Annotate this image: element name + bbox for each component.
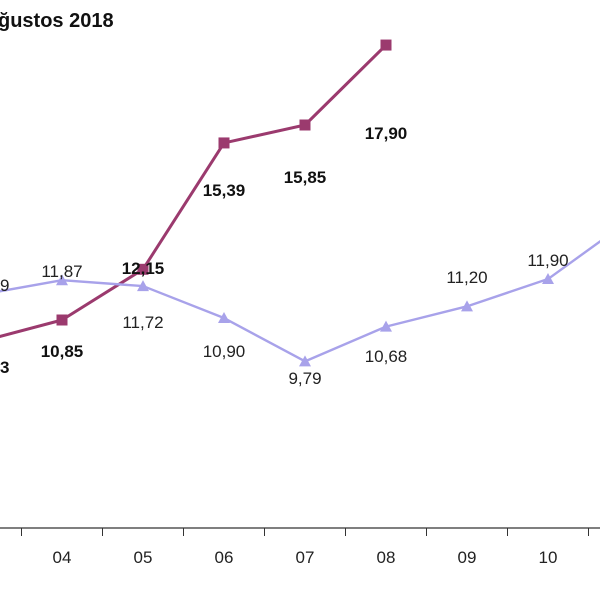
series-line bbox=[0, 43, 388, 338]
x-tick-label: 08 bbox=[377, 548, 396, 567]
x-tick-label: 06 bbox=[215, 548, 234, 567]
data-label: 10,68 bbox=[365, 347, 408, 366]
data-label: 9,79 bbox=[288, 369, 321, 388]
x-tick-label: 05 bbox=[134, 548, 153, 567]
series-line bbox=[0, 240, 600, 363]
x-tick-label: 09 bbox=[458, 548, 477, 567]
data-label: 11,72 bbox=[122, 313, 163, 332]
data-label: 15,85 bbox=[284, 168, 327, 187]
data-labels: 3 10,85 12,15 15,39 15,85 17,90 9 11,87 11,72 10,… bbox=[0, 124, 569, 388]
data-point-square bbox=[56, 314, 68, 326]
data-label: 11,87 bbox=[41, 262, 82, 281]
data-point-square bbox=[299, 119, 311, 131]
x-tick-label: 07 bbox=[296, 548, 315, 567]
data-label: 3 bbox=[0, 358, 9, 377]
x-tick-label: 04 bbox=[53, 548, 72, 567]
data-point-triangle bbox=[299, 355, 311, 367]
chart-title: ğustos 2018 bbox=[0, 10, 114, 32]
data-point-square bbox=[218, 137, 230, 149]
data-label: 11,20 bbox=[446, 268, 487, 287]
data-label: 10,85 bbox=[41, 342, 84, 361]
data-point-triangle bbox=[56, 274, 68, 286]
x-tick-label: 10 bbox=[539, 548, 558, 567]
data-point-square bbox=[137, 263, 149, 275]
data-point-triangle bbox=[218, 312, 230, 324]
data-label: 12,15 bbox=[122, 259, 165, 278]
data-point-triangle bbox=[542, 273, 554, 285]
data-point-triangle bbox=[461, 300, 473, 312]
data-label: 10,90 bbox=[203, 342, 246, 361]
data-point-square bbox=[380, 39, 392, 51]
data-point-triangle bbox=[380, 320, 392, 332]
data-point-triangle bbox=[137, 280, 149, 292]
x-axis: 04 05 06 07 08 09 10 bbox=[0, 527, 600, 567]
data-label: 9 bbox=[0, 276, 9, 295]
data-label: 11,90 bbox=[527, 251, 568, 270]
data-label: 17,90 bbox=[365, 124, 408, 143]
series-lines bbox=[0, 43, 600, 363]
series-markers bbox=[56, 39, 554, 367]
data-label: 15,39 bbox=[203, 181, 246, 200]
